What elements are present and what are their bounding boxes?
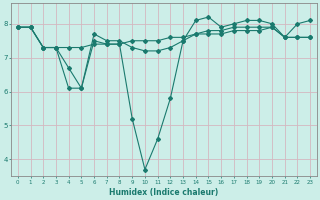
X-axis label: Humidex (Indice chaleur): Humidex (Indice chaleur) <box>109 188 219 197</box>
